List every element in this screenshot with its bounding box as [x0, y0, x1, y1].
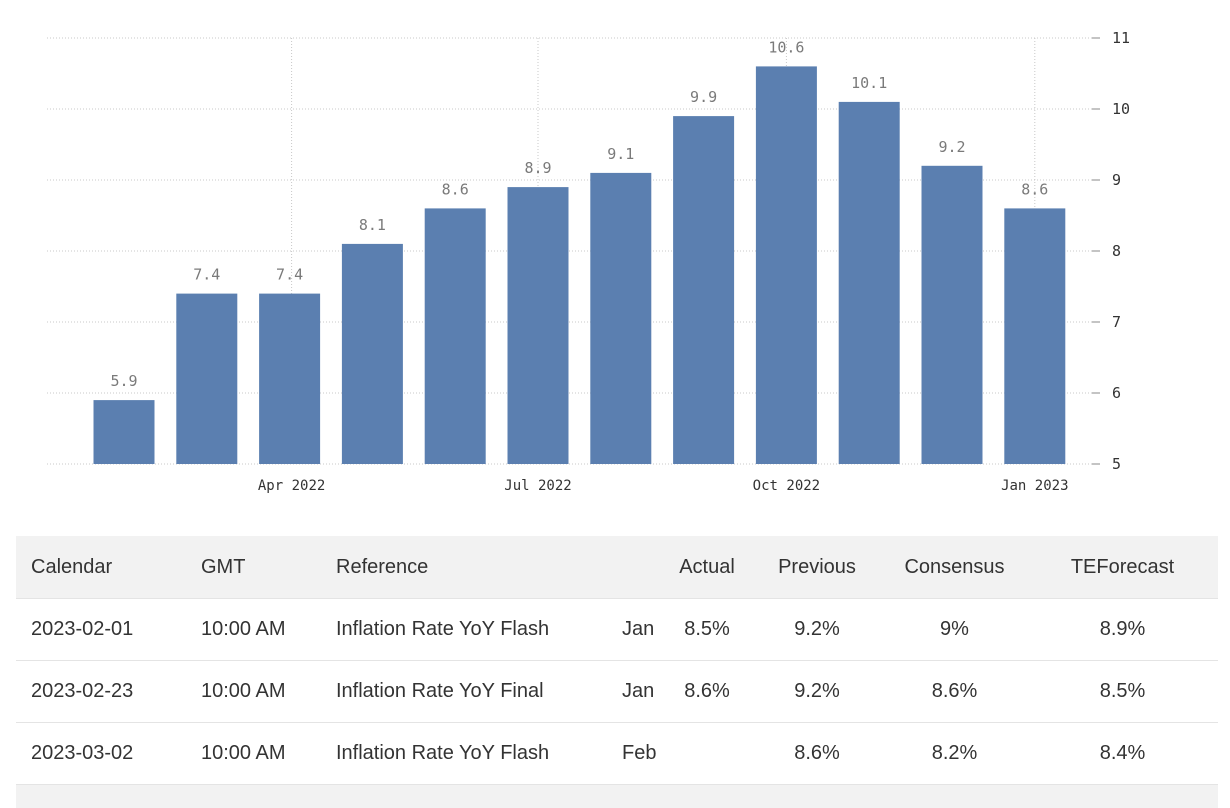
bar-jul-2022[interactable] — [507, 187, 569, 464]
cell-gmt: 10:00 AM — [186, 598, 321, 661]
y-tick-label: 9 — [1112, 171, 1121, 189]
y-tick-label: 5 — [1112, 455, 1121, 473]
x-tick-label: Jan 2023 — [1001, 478, 1068, 494]
table-row[interactable]: 2023-02-01 10:00 AM Inflation Rate YoY F… — [16, 598, 1218, 661]
cell-calendar: 2023-02-01 — [16, 598, 186, 661]
bar-value-label: 8.6 — [442, 180, 469, 198]
cell-calendar: 2023-03-02 — [16, 722, 186, 785]
cell-consensus: 9% — [882, 598, 1027, 661]
x-tick-label: Oct 2022 — [753, 478, 820, 494]
bars — [93, 66, 1066, 465]
inflation-bar-chart: 5.9 7.4 7.4 8.1 8.6 8.9 9.1 9.9 10.6 10.1 9.2 8.6 A… — [47, 29, 1130, 494]
bar-jan-2023[interactable] — [1004, 208, 1066, 464]
bar-may-2022[interactable] — [341, 243, 403, 464]
bar-apr-2022[interactable] — [259, 293, 321, 464]
header-actual[interactable]: Actual — [679, 555, 735, 578]
cell-calendar: 2023-02-23 — [16, 660, 186, 723]
table-header-row: Calendar GMT Reference Actual Previous C… — [16, 536, 1218, 599]
bar-value-label: 10.6 — [768, 38, 804, 56]
bar-value-label: 8.1 — [359, 216, 386, 234]
table-row[interactable]: 2023-03-02 10:00 AM Inflation Rate YoY F… — [16, 722, 1218, 785]
bar-value-label: 8.6 — [1021, 180, 1048, 198]
bar-value-label: 9.1 — [607, 145, 634, 163]
cell-gmt: 10:00 AM — [186, 660, 321, 723]
x-tick-label: Jul 2022 — [504, 478, 571, 494]
x-tick-label: Apr 2022 — [258, 478, 325, 494]
cell-actual: 8.5% — [662, 598, 752, 661]
bar-value-labels: 5.9 7.4 7.4 8.1 8.6 8.9 9.1 9.9 10.6 10.1 9.2 8.6 — [110, 38, 1048, 390]
header-previous[interactable]: Previous — [778, 555, 856, 578]
cell-teforecast: 8.4% — [1027, 722, 1218, 785]
cell-previous: 8.6% — [752, 722, 882, 785]
y-tick-label: 6 — [1112, 384, 1121, 402]
bar-value-label: 9.9 — [690, 88, 717, 106]
bar-mar-2022[interactable] — [176, 293, 238, 464]
cell-teforecast: 8.5% — [1027, 660, 1218, 723]
header-teforecast[interactable]: TEForecast — [1070, 555, 1175, 578]
y-tick-label: 11 — [1112, 29, 1130, 47]
header-reference[interactable]: Reference — [336, 555, 429, 578]
bar-value-label: 7.4 — [193, 266, 220, 284]
cell-period: Jan — [622, 660, 662, 723]
cell-actual: 8.6% — [662, 660, 752, 723]
header-gmt[interactable]: GMT — [201, 555, 246, 578]
bar-value-label: 7.4 — [276, 266, 303, 284]
y-axis: 5 6 7 8 9 10 11 — [1092, 29, 1130, 473]
bar-dec-2022[interactable] — [921, 165, 983, 465]
cell-previous: 9.2% — [752, 660, 882, 723]
bar-value-label: 10.1 — [851, 74, 887, 92]
header-consensus[interactable]: Consensus — [904, 555, 1005, 578]
cell-reference[interactable]: Inflation Rate YoY Final — [321, 660, 622, 723]
cell-period: Feb — [622, 722, 662, 785]
cell-actual — [662, 722, 752, 785]
header-calendar[interactable]: Calendar — [31, 555, 113, 578]
cell-consensus: 8.2% — [882, 722, 1027, 785]
cell-consensus: 8.6% — [882, 660, 1027, 723]
bar-aug-2022[interactable] — [590, 172, 652, 464]
bar-value-label: 8.9 — [524, 159, 551, 177]
cell-reference[interactable]: Inflation Rate YoY Flash — [321, 722, 622, 785]
cell-period: Jan — [622, 598, 662, 661]
table-footer-strip — [16, 785, 1218, 808]
bar-oct-2022[interactable] — [755, 66, 817, 465]
header-period — [622, 536, 662, 599]
bar-value-label: 9.2 — [938, 138, 965, 156]
bar-value-label: 5.9 — [110, 372, 137, 390]
cell-gmt: 10:00 AM — [186, 722, 321, 785]
cell-previous: 9.2% — [752, 598, 882, 661]
cell-reference[interactable]: Inflation Rate YoY Flash — [321, 598, 622, 661]
y-tick-label: 7 — [1112, 313, 1121, 331]
table-row[interactable]: 2023-02-23 10:00 AM Inflation Rate YoY F… — [16, 660, 1218, 723]
cell-teforecast: 8.9% — [1027, 598, 1218, 661]
bar-nov-2022[interactable] — [838, 101, 900, 465]
y-tick-label: 8 — [1112, 242, 1121, 260]
bar-feb-2022[interactable] — [93, 400, 155, 464]
bar-sep-2022[interactable] — [673, 116, 735, 464]
x-axis: Apr 2022 Jul 2022 Oct 2022 Jan 2023 — [258, 478, 1069, 494]
y-tick-label: 10 — [1112, 100, 1130, 118]
bar-jun-2022[interactable] — [424, 208, 486, 464]
calendar-table: Calendar GMT Reference Actual Previous C… — [16, 536, 1218, 785]
